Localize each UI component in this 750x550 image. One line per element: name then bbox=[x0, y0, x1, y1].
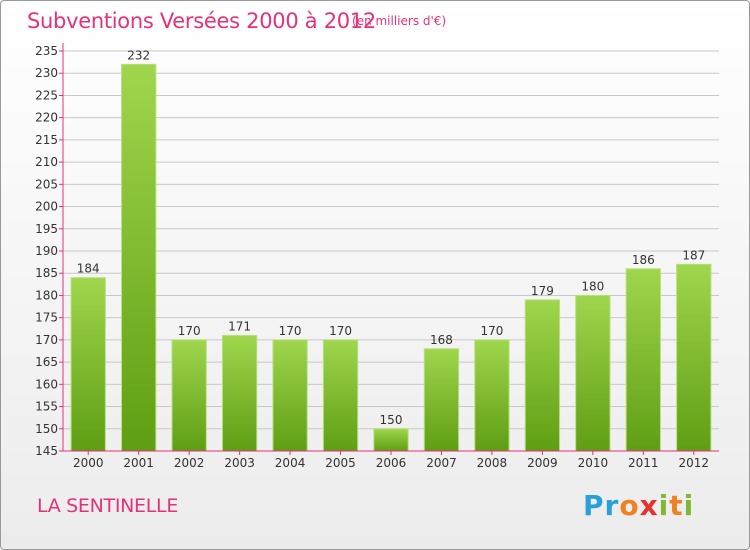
x-tick-label: 2001 bbox=[123, 456, 154, 470]
value-label: 186 bbox=[632, 253, 655, 267]
value-label: 184 bbox=[77, 262, 100, 276]
value-label: 179 bbox=[531, 284, 554, 298]
y-tick-label: 225 bbox=[35, 88, 58, 102]
logo-letter: i bbox=[683, 489, 695, 522]
bar bbox=[221, 334, 258, 452]
value-label: 170 bbox=[279, 324, 302, 338]
value-label: 170 bbox=[178, 324, 201, 338]
bar bbox=[524, 299, 561, 452]
x-tick-label: 2000 bbox=[73, 456, 104, 470]
value-label: 232 bbox=[127, 48, 150, 62]
y-tick-label: 205 bbox=[35, 177, 58, 191]
y-tick-label: 190 bbox=[35, 244, 58, 258]
bar bbox=[121, 63, 157, 452]
y-tick-label: 195 bbox=[35, 222, 58, 236]
place-name: LA SENTINELLE bbox=[37, 495, 179, 517]
logo-letter: t bbox=[669, 489, 684, 522]
bar bbox=[272, 339, 308, 452]
y-tick-label: 200 bbox=[35, 200, 58, 214]
bars bbox=[70, 63, 712, 452]
grid-lines bbox=[63, 50, 719, 452]
bar bbox=[373, 428, 409, 452]
bar bbox=[70, 277, 106, 452]
y-tick-label: 210 bbox=[35, 155, 58, 169]
bar bbox=[575, 294, 611, 452]
x-tick-label: 2011 bbox=[628, 456, 659, 470]
x-tick-label: 2004 bbox=[275, 456, 306, 470]
x-tick-label: 2005 bbox=[325, 456, 356, 470]
chart-subtitle: (en milliers d'€) bbox=[352, 14, 447, 28]
y-tick-label: 145 bbox=[35, 444, 58, 458]
y-tick-label: 150 bbox=[35, 422, 58, 436]
y-tick-label: 215 bbox=[35, 133, 58, 147]
x-tick-label: 2007 bbox=[426, 456, 457, 470]
y-tick-label: 235 bbox=[35, 44, 58, 58]
x-tick-label: 2012 bbox=[678, 456, 709, 470]
bar bbox=[171, 339, 207, 452]
x-tick-label: 2009 bbox=[527, 456, 558, 470]
y-tick-label: 175 bbox=[35, 311, 58, 325]
y-tick-label: 180 bbox=[35, 288, 58, 302]
bar bbox=[423, 348, 460, 452]
value-label: 170 bbox=[480, 324, 503, 338]
bar bbox=[474, 339, 510, 452]
x-tick-label: 2006 bbox=[376, 456, 407, 470]
value-label: 180 bbox=[581, 279, 604, 293]
value-label: 187 bbox=[682, 248, 705, 262]
chart-title: Subventions Versées 2000 à 2012 bbox=[27, 9, 376, 33]
value-label: 171 bbox=[228, 319, 251, 333]
logo-letter: r bbox=[604, 489, 620, 522]
bar bbox=[676, 263, 712, 452]
y-tick-label: 165 bbox=[35, 355, 58, 369]
x-tick-label: 2008 bbox=[477, 456, 508, 470]
logo-letter: P bbox=[583, 489, 605, 522]
value-label: 170 bbox=[329, 324, 352, 338]
bar bbox=[625, 268, 661, 452]
axes: 145 150 155 160 165 170 175 180 185 190 195 200 205 2… bbox=[35, 43, 719, 470]
logo-letter: o bbox=[619, 489, 640, 522]
y-tick-label: 220 bbox=[35, 111, 58, 125]
logo-letter: x bbox=[639, 489, 659, 522]
x-tick-label: 2010 bbox=[578, 456, 609, 470]
y-tick-label: 155 bbox=[35, 400, 58, 414]
y-tick-label: 160 bbox=[35, 377, 58, 391]
value-label: 168 bbox=[430, 333, 453, 347]
y-tick-label: 170 bbox=[35, 333, 58, 347]
y-tick-label: 230 bbox=[35, 66, 58, 80]
proxiti-logo: Proxiti bbox=[583, 489, 694, 522]
bar bbox=[322, 339, 359, 452]
x-tick-label: 2003 bbox=[224, 456, 255, 470]
x-tick-label: 2002 bbox=[174, 456, 205, 470]
y-tick-label: 185 bbox=[35, 266, 58, 280]
value-label: 150 bbox=[380, 413, 403, 427]
logo-letter: i bbox=[658, 489, 670, 522]
